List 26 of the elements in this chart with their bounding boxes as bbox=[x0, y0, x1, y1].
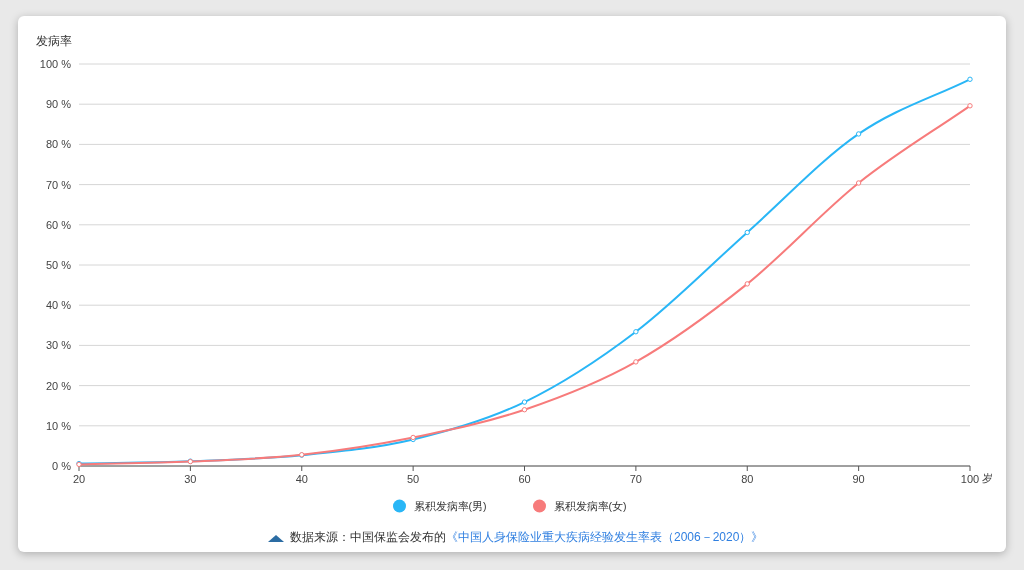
x-tick-label: 90 bbox=[852, 473, 865, 485]
y-tick-label: 0 % bbox=[52, 460, 72, 472]
y-tick-label: 30 % bbox=[45, 339, 72, 352]
y-tick-label: 100 % bbox=[39, 58, 72, 70]
y-axis-title: 发病率 bbox=[36, 34, 72, 48]
x-tick-label: 80 bbox=[741, 473, 754, 485]
x-tick-label: 40 bbox=[295, 473, 308, 485]
legend-label: 累积发病率(女) bbox=[553, 500, 627, 512]
x-axis-title: 岁 bbox=[982, 472, 993, 484]
x-tick-label: 60 bbox=[518, 473, 531, 485]
legend-label: 累积发病率(男) bbox=[413, 500, 487, 512]
x-tick-label: 50 bbox=[407, 473, 420, 485]
text: 《中国人身保险业重大疾病经验发生率表（2006－2020）》 bbox=[446, 530, 764, 544]
y-tick-label: 10 % bbox=[45, 419, 72, 432]
y-tick-label: 90 % bbox=[45, 98, 72, 111]
source-note: 数据来源：中国保监会发布的 bbox=[290, 530, 446, 544]
x-tick-label: 70 bbox=[629, 473, 642, 485]
x-tick-label: 20 bbox=[72, 473, 86, 485]
y-tick-label: 40 % bbox=[45, 299, 72, 312]
x-tick-label: 100 bbox=[960, 473, 980, 485]
y-tick-label: 20 % bbox=[45, 379, 72, 392]
x-tick-label: 30 bbox=[184, 473, 197, 485]
y-tick-label: 70 % bbox=[45, 178, 72, 191]
y-tick-label: 80 % bbox=[45, 138, 72, 151]
y-tick-label: 50 % bbox=[45, 259, 72, 271]
y-tick-label: 60 % bbox=[45, 218, 72, 231]
